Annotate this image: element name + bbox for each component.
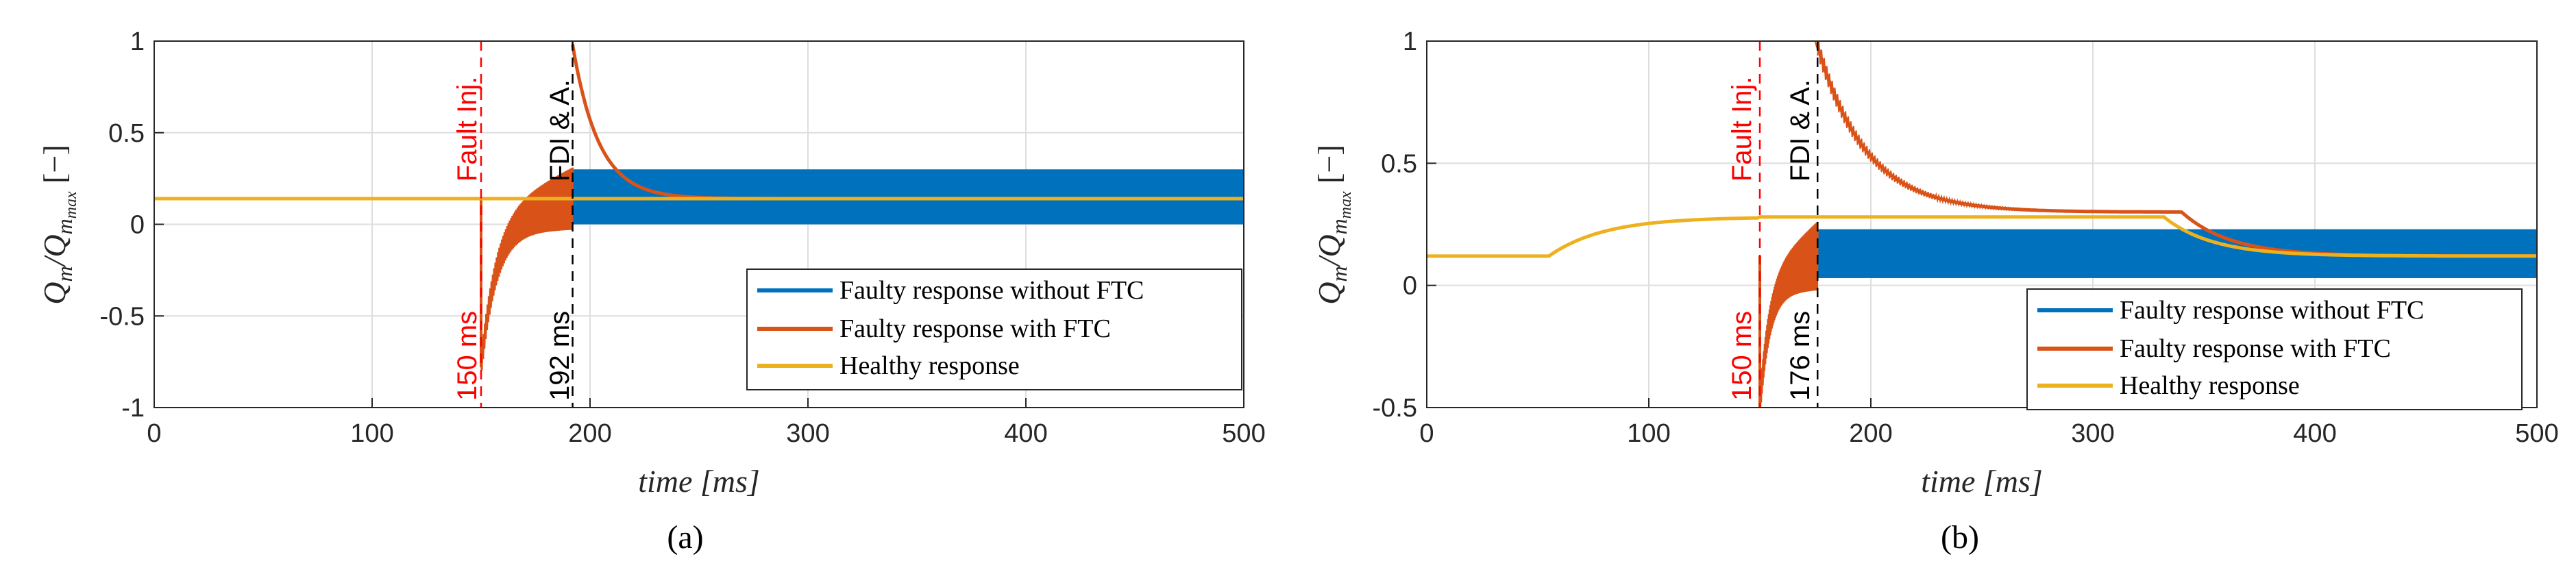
- xtick-label-b-1: 100: [1627, 419, 1670, 448]
- ytick-label-a-3: 0.5: [108, 119, 145, 148]
- fdi-label-a: FDI & A.: [545, 79, 575, 182]
- panel-a: 0 100 200 300 400 500 -1 -0.5 0 0.5 1 time [ms] Qm…: [37, 27, 1266, 556]
- fdi-time-label-a: 192 ms: [545, 311, 575, 401]
- legend-b: Faulty response without FTC Faulty respo…: [2026, 288, 2523, 410]
- series-faulty-no-ftc-band-b: [1817, 229, 2537, 278]
- ytick-label-a-2: 0: [130, 211, 145, 240]
- caption-b: (b): [1941, 519, 1979, 556]
- marks-b: [1427, 40, 2537, 408]
- fdi-label-b: FDI & A.: [1785, 79, 1815, 182]
- legend-label-b-0: Faulty response without FTC: [2120, 296, 2424, 325]
- legend-label-a-2: Healthy response: [839, 351, 1020, 380]
- vlines-b: [1758, 41, 1819, 408]
- marks-a: [154, 43, 1244, 371]
- legend-label-a-1: Faulty response with FTC: [839, 314, 1111, 343]
- series-faulty-ftc-ripple-b: [1817, 40, 2093, 213]
- xtick-label-a-4: 400: [1004, 419, 1047, 448]
- annotations-a: Fault Inj. 150 ms FDI & A. 192 ms: [452, 77, 575, 401]
- ylabel-b: Qm/Qmmax [−]: [1312, 145, 1355, 305]
- annotations-b: Fault Inj. 150 ms FDI & A. 176 ms: [1727, 77, 1815, 401]
- xtick-label-b-0: 0: [1419, 419, 1434, 448]
- xtick-label-a-2: 200: [568, 419, 611, 448]
- axes-box-b: [1426, 40, 2538, 408]
- vlines-a: [480, 41, 574, 408]
- series-healthy-b: [1427, 215, 2537, 258]
- ytick-label-b-2: 0.5: [1381, 149, 1417, 178]
- series-faulty-ftc-transient-a: [480, 167, 574, 371]
- xtick-label-b-2: 200: [1849, 419, 1892, 448]
- legend-label-b-1: Faulty response with FTC: [2120, 334, 2391, 363]
- series-faulty-ftc-transient-b: [1758, 221, 1819, 408]
- xtick-label-a-1: 100: [350, 419, 393, 448]
- ytick-label-a-0: -1: [121, 394, 145, 423]
- legend-a: Faulty response without FTC Faulty respo…: [746, 269, 1242, 390]
- fault-time-label-a: 150 ms: [452, 311, 482, 401]
- xtick-label-b-5: 500: [2515, 419, 2558, 448]
- ylabel-a: Qm/Qmmax [−]: [37, 145, 80, 305]
- fault-inj-label-b: Fault Inj.: [1727, 77, 1757, 182]
- fault-time-label-b: 150 ms: [1727, 311, 1757, 401]
- xlabel-a: time [ms]: [638, 464, 760, 499]
- ytick-label-a-4: 1: [130, 27, 145, 56]
- caption-a: (a): [667, 519, 703, 556]
- xtick-label-a-3: 300: [786, 419, 829, 448]
- ytick-label-b-1: 0: [1403, 272, 1417, 301]
- xtick-label-b-4: 400: [2293, 419, 2336, 448]
- legend-label-b-2: Healthy response: [2120, 371, 2300, 400]
- xtick-label-a-0: 0: [147, 419, 161, 448]
- panel-b: 0 100 200 300 400 500-0.500.51 time [ms] Qm/Q…: [1312, 27, 2559, 556]
- xlabel-b: time [ms]: [1921, 464, 2043, 499]
- ytick-label-b-3: 1: [1403, 27, 1417, 56]
- ytick-label-a-1: -0.5: [100, 302, 145, 331]
- ytick-label-b-0: -0.5: [1373, 394, 1417, 423]
- fdi-time-label-b: 176 ms: [1785, 311, 1815, 401]
- ticks-b: 0 100 200 300 400 500-0.500.51: [1373, 27, 2559, 448]
- xtick-label-b-3: 300: [2071, 419, 2114, 448]
- ticks-a: 0 100 200 300 400 500 -1 -0.5 0 0.5 1: [100, 27, 1266, 448]
- legend-label-a-0: Faulty response without FTC: [839, 276, 1144, 305]
- fault-inj-label-a: Fault Inj.: [452, 77, 482, 182]
- xtick-label-a-5: 500: [1222, 419, 1265, 448]
